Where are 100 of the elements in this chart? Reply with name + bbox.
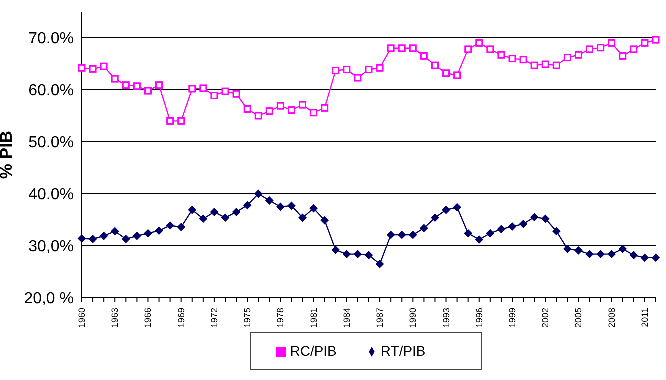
point xyxy=(619,52,627,60)
x-tick-label: 1966 xyxy=(143,308,154,328)
point xyxy=(133,232,142,240)
point xyxy=(266,196,274,205)
point xyxy=(376,260,384,268)
point xyxy=(144,87,152,95)
point xyxy=(420,224,428,232)
x-tick-label: 1960 xyxy=(77,308,87,328)
x-tick-label: 2011 xyxy=(640,308,650,328)
point xyxy=(464,230,472,238)
y-tick-label: 60.0% xyxy=(28,82,74,100)
point xyxy=(486,46,494,54)
point xyxy=(608,39,616,47)
x-tick-label: 1987 xyxy=(375,308,386,328)
point xyxy=(564,245,572,254)
x-tick-label: 2005 xyxy=(574,308,584,328)
point xyxy=(354,74,362,82)
point xyxy=(244,201,252,210)
point xyxy=(310,204,318,213)
y-tick-label: 20,0 % xyxy=(24,290,74,308)
point xyxy=(464,46,472,54)
point xyxy=(276,102,284,110)
point xyxy=(276,203,285,211)
point xyxy=(630,46,638,54)
x-tick-label: 1972 xyxy=(209,308,220,328)
point xyxy=(122,235,130,244)
point xyxy=(520,56,528,64)
point xyxy=(453,204,462,212)
x-tick-label: 1999 xyxy=(508,308,518,328)
point xyxy=(254,190,263,198)
x-tick-label: 1978 xyxy=(276,308,286,328)
point xyxy=(475,236,484,244)
point xyxy=(442,206,450,214)
point xyxy=(420,52,428,60)
point xyxy=(320,216,329,225)
point xyxy=(89,235,98,244)
point xyxy=(188,206,196,214)
x-tick-label: 2008 xyxy=(606,308,617,328)
point xyxy=(586,250,594,258)
point xyxy=(111,227,120,236)
legend-label: RT/PIB xyxy=(380,343,426,359)
point xyxy=(288,106,296,114)
x-tick-label: 1990 xyxy=(408,308,418,328)
x-tick-label: 1981 xyxy=(308,308,319,328)
point xyxy=(409,231,418,240)
point xyxy=(530,62,538,70)
point xyxy=(299,101,307,109)
point xyxy=(332,67,340,75)
point xyxy=(497,225,506,234)
point xyxy=(343,66,351,74)
y-axis-title: % PIB xyxy=(0,130,16,180)
x-tick-label: 2002 xyxy=(540,308,551,328)
point xyxy=(144,230,152,238)
y-tick-label: 70.0% xyxy=(28,30,74,48)
point xyxy=(354,250,362,258)
point xyxy=(199,214,208,223)
point xyxy=(442,70,450,78)
point xyxy=(640,254,649,262)
point xyxy=(630,251,638,260)
point xyxy=(298,214,307,222)
point xyxy=(476,39,484,47)
x-tick-label: 1996 xyxy=(474,308,484,328)
point xyxy=(365,251,373,260)
point xyxy=(586,46,594,54)
point xyxy=(122,82,130,90)
x-tick-label: 1993 xyxy=(441,308,452,328)
point xyxy=(608,250,616,258)
point xyxy=(78,234,86,243)
point xyxy=(618,245,627,254)
point xyxy=(596,250,605,258)
point xyxy=(332,246,340,254)
point xyxy=(520,220,528,228)
point xyxy=(552,62,560,70)
y-tick-label: 40.0% xyxy=(28,186,74,204)
point xyxy=(498,51,506,59)
point xyxy=(78,64,86,72)
point xyxy=(266,108,274,116)
point xyxy=(431,214,440,222)
point xyxy=(288,202,296,210)
point xyxy=(100,62,108,70)
point xyxy=(133,82,141,90)
point xyxy=(431,62,439,70)
point xyxy=(200,84,208,92)
point xyxy=(222,88,230,96)
point xyxy=(542,60,550,68)
point xyxy=(166,117,174,125)
point xyxy=(454,72,462,80)
point xyxy=(652,254,660,262)
point xyxy=(508,222,516,231)
point xyxy=(156,82,164,90)
point xyxy=(166,222,174,230)
point xyxy=(232,208,241,216)
point xyxy=(111,75,119,83)
y-tick-label: 30,0% xyxy=(28,238,74,256)
point xyxy=(398,44,406,52)
x-tick-label: 1984 xyxy=(342,308,352,328)
point xyxy=(178,117,186,125)
legend-label: RC/PIB xyxy=(290,343,337,359)
point xyxy=(376,64,384,72)
point xyxy=(321,104,329,112)
